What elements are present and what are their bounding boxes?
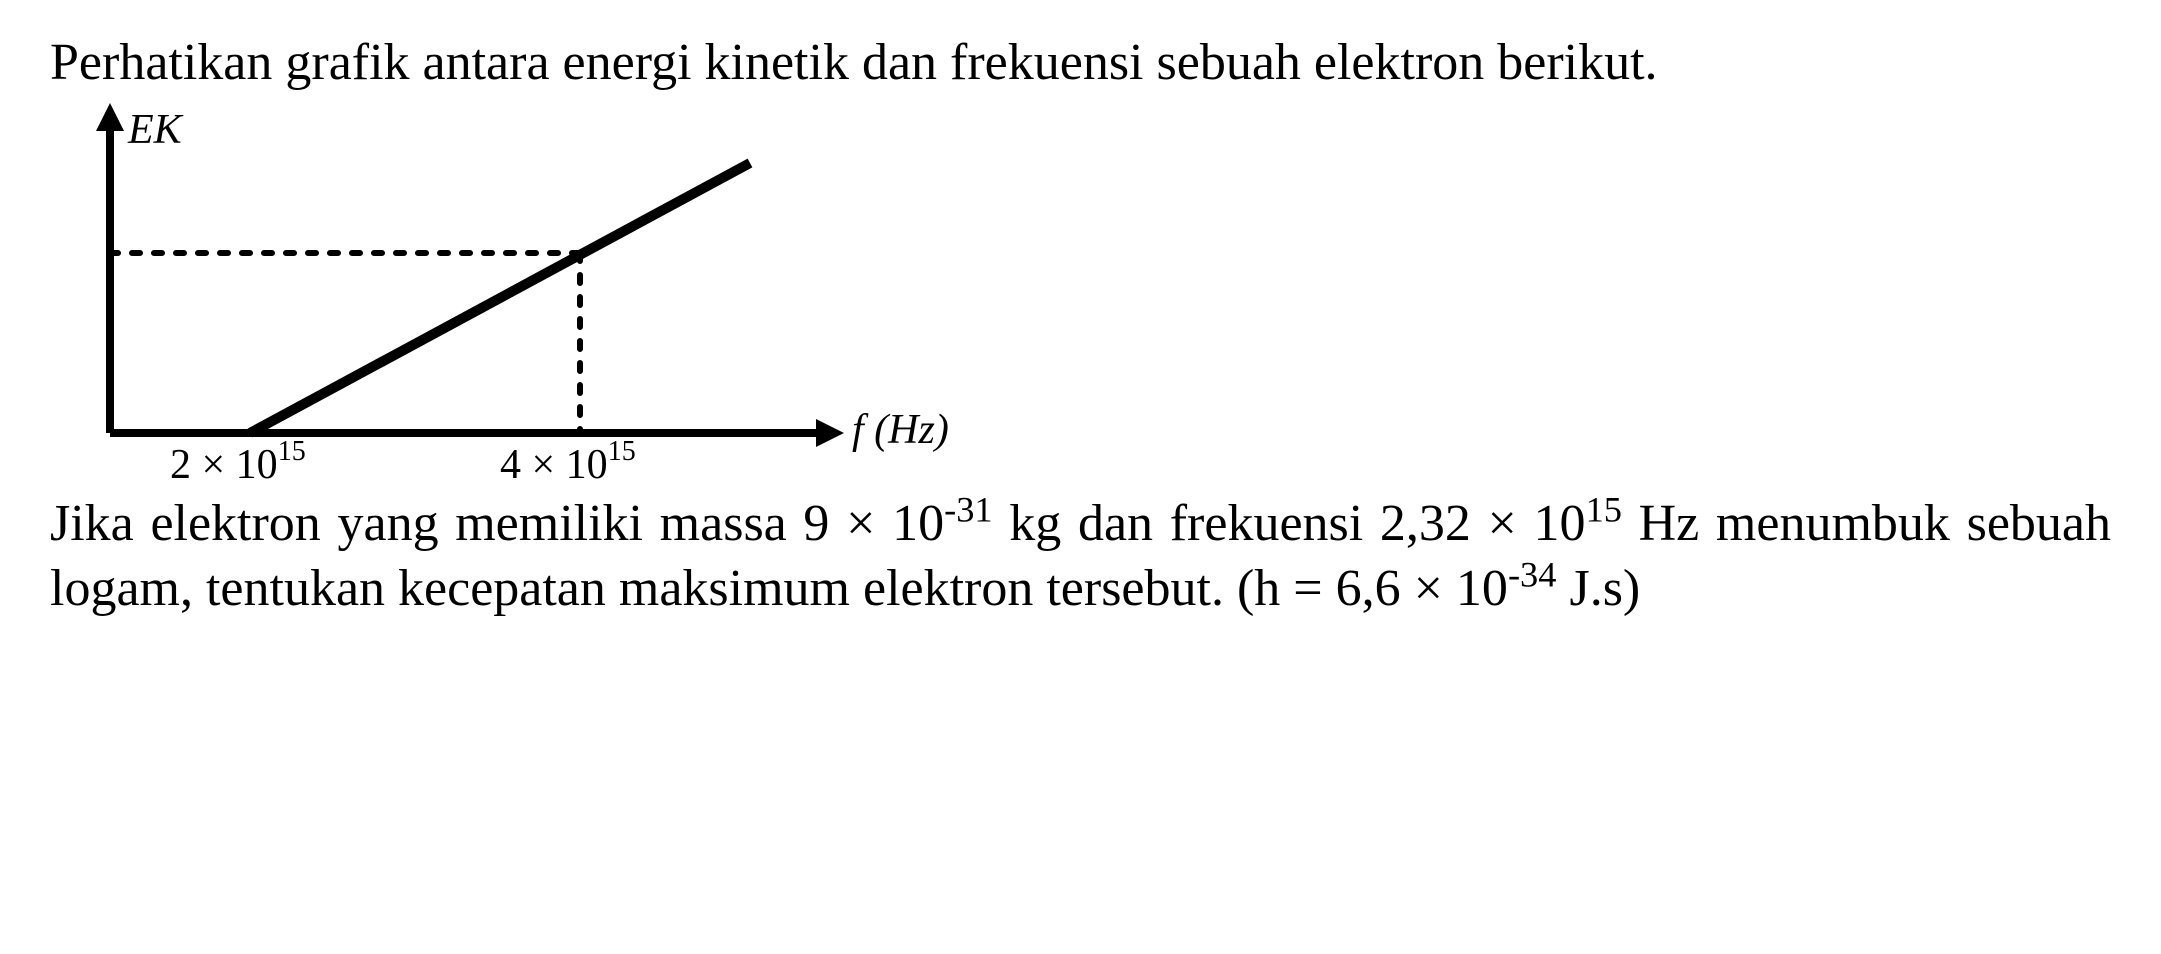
ek-vs-frequency-chart: EK f (Hz) 2 × 1015 4 × 1015 — [60, 103, 960, 483]
y-axis-arrow — [96, 103, 124, 131]
x-tick-1: 2 × 1015 — [170, 436, 306, 483]
y-axis-label: EK — [127, 107, 184, 153]
x-axis-arrow — [816, 419, 844, 447]
q-part4: J.s) — [1556, 560, 1640, 617]
x-tick-2: 4 × 1015 — [500, 436, 636, 483]
q-exp2: 15 — [1586, 490, 1622, 530]
q-part2: kg dan frekuensi 2,32 × 10 — [993, 495, 1586, 552]
q-exp3: -34 — [1508, 555, 1557, 595]
problem-intro-text: Perhatikan grafik antara energi kinetik … — [50, 30, 2111, 95]
x-axis-label: f (Hz) — [852, 407, 949, 453]
problem-question-text: Jika elektron yang memiliki massa 9 × 10… — [50, 491, 2111, 621]
data-line — [250, 163, 750, 433]
chart-svg: EK f (Hz) 2 × 1015 4 × 1015 — [60, 103, 960, 483]
q-exp1: -31 — [944, 490, 993, 530]
q-part1: Jika elektron yang memiliki massa 9 × 10 — [50, 495, 944, 552]
